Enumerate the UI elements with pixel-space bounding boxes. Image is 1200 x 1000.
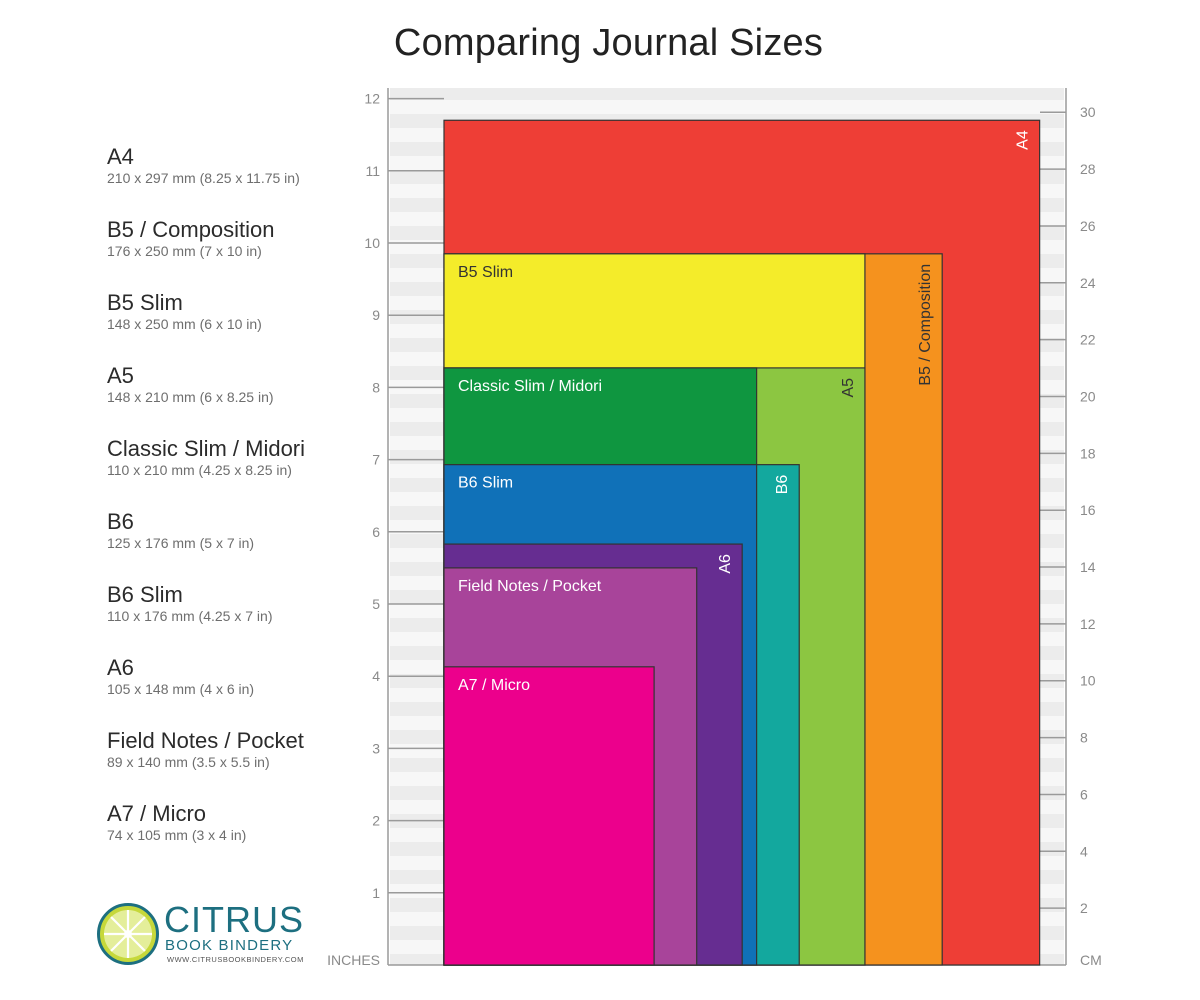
legend-item-a4: A4 210 x 297 mm (8.25 x 11.75 in) xyxy=(107,144,347,187)
inch-tick-label: 9 xyxy=(372,307,380,323)
legend-dims: 110 x 176 mm (4.25 x 7 in) xyxy=(107,608,273,624)
rect-label-b6-slim: B6 Slim xyxy=(458,475,513,492)
citrus-logo: CITRUS BOOK BINDERY WWW.CITRUSBOOKBINDER… xyxy=(97,899,317,967)
cm-tick-label: 6 xyxy=(1080,786,1088,802)
page-title: Comparing Journal Sizes xyxy=(393,22,824,64)
legend-name: A4 xyxy=(107,144,134,169)
rect-label-field-notes-pocket: Field Notes / Pocket xyxy=(458,578,602,595)
legend-name: B5 Slim xyxy=(107,290,183,315)
legend-item-b5-slim: B5 Slim 148 x 250 mm (6 x 10 in) xyxy=(107,290,347,333)
cm-tick-label: 18 xyxy=(1080,445,1096,461)
legend-name: B6 xyxy=(107,509,134,534)
inch-tick-label: 3 xyxy=(372,740,380,756)
cm-tick-label: 20 xyxy=(1080,388,1096,404)
legend-name: A7 / Micro xyxy=(107,801,207,826)
inch-tick-label: 12 xyxy=(364,91,380,107)
legend-dims: 148 x 210 mm (6 x 8.25 in) xyxy=(107,389,274,405)
legend-item-b6-slim: B6 Slim 110 x 176 mm (4.25 x 7 in) xyxy=(107,582,347,625)
logo-url: WWW.CITRUSBOOKBINDERY.COM xyxy=(167,955,304,964)
legend-name: Classic Slim / Midori xyxy=(107,436,306,461)
legend-item-a5: A5 148 x 210 mm (6 x 8.25 in) xyxy=(107,363,347,406)
cm-tick-label: 4 xyxy=(1080,843,1088,859)
legend-name: B5 / Composition xyxy=(107,217,275,242)
inch-tick-label: 1 xyxy=(372,885,380,901)
rect-label-b5-slim: B5 Slim xyxy=(458,264,513,281)
rect-label-a5: A5 xyxy=(840,378,857,398)
lemon-slice-icon xyxy=(97,903,159,965)
cm-tick-label: 14 xyxy=(1080,559,1096,575)
inch-tick-label: 10 xyxy=(364,235,380,251)
rect-a7-micro xyxy=(443,666,655,966)
rect-label-b6: B6 xyxy=(774,475,791,495)
cm-tick-label: 16 xyxy=(1080,502,1096,518)
rect-label-a7-micro: A7 / Micro xyxy=(458,677,530,694)
cm-tick-label: 28 xyxy=(1080,161,1096,177)
legend-dims: 148 x 250 mm (6 x 10 in) xyxy=(107,316,262,332)
inch-tick-label: 2 xyxy=(372,813,380,829)
grid-stripe xyxy=(390,100,1064,114)
legend-name: A5 xyxy=(107,363,134,388)
journal-rectangles: A4 B5 / Composition B5 Slim A5 Classic Slim … xyxy=(443,119,1041,966)
legend-item-field-notes-pocket: Field Notes / Pocket 89 x 140 mm (3.5 x … xyxy=(107,728,347,771)
cm-tick-label: 24 xyxy=(1080,275,1096,291)
cm-tick-label: 10 xyxy=(1080,673,1096,689)
legend-dims: 74 x 105 mm (3 x 4 in) xyxy=(107,827,247,843)
cm-axis-label: CM xyxy=(1080,952,1102,968)
inch-tick-label: 7 xyxy=(372,452,380,468)
inch-tick-label: 4 xyxy=(372,668,380,684)
legend-dims: 176 x 250 mm (7 x 10 in) xyxy=(107,243,262,259)
logo-name: CITRUS xyxy=(164,899,304,940)
legend-item-a7-micro: A7 / Micro 74 x 105 mm (3 x 4 in) xyxy=(107,801,347,844)
rect-label-a6: A6 xyxy=(717,554,734,574)
rect-label-classic-slim-midori: Classic Slim / Midori xyxy=(458,378,602,395)
legend-name: Field Notes / Pocket xyxy=(107,728,304,753)
legend-name: A6 xyxy=(107,655,134,680)
legend-dims: 110 x 210 mm (4.25 x 8.25 in) xyxy=(107,462,292,478)
legend-dims: 125 x 176 mm (5 x 7 in) xyxy=(107,535,255,551)
inch-tick-label: 8 xyxy=(372,379,380,395)
rect-label-b5-composition: B5 / Composition xyxy=(917,264,934,386)
legend-name: B6 Slim xyxy=(107,582,183,607)
legend-dims: 89 x 140 mm (3.5 x 5.5 in) xyxy=(107,754,270,770)
legend-dims: 105 x 148 mm (4 x 6 in) xyxy=(107,681,255,697)
legend-dims: 210 x 297 mm (8.25 x 11.75 in) xyxy=(107,170,300,186)
legend-item-b5-composition: B5 / Composition 176 x 250 mm (7 x 10 in… xyxy=(107,217,347,260)
inch-tick-label: 5 xyxy=(372,596,380,612)
cm-tick-label: 30 xyxy=(1080,104,1096,120)
inch-tick-label: 11 xyxy=(365,163,380,179)
inch-tick-label: 6 xyxy=(372,524,380,540)
cm-tick-label: 26 xyxy=(1080,218,1096,234)
legend-item-b6: B6 125 x 176 mm (5 x 7 in) xyxy=(107,509,347,552)
inch-axis-label: INCHES xyxy=(327,952,380,968)
logo-subtitle: BOOK BINDERY xyxy=(165,937,294,954)
rect-label-a4: A4 xyxy=(1015,130,1032,150)
cm-tick-label: 22 xyxy=(1080,332,1096,348)
cm-tick-label: 8 xyxy=(1080,730,1088,746)
legend-item-classic-slim-midori: Classic Slim / Midori 110 x 210 mm (4.25… xyxy=(107,436,347,479)
cm-tick-label: 2 xyxy=(1080,900,1088,916)
cm-tick-label: 12 xyxy=(1080,616,1096,632)
legend-item-a6: A6 105 x 148 mm (4 x 6 in) xyxy=(107,655,347,698)
